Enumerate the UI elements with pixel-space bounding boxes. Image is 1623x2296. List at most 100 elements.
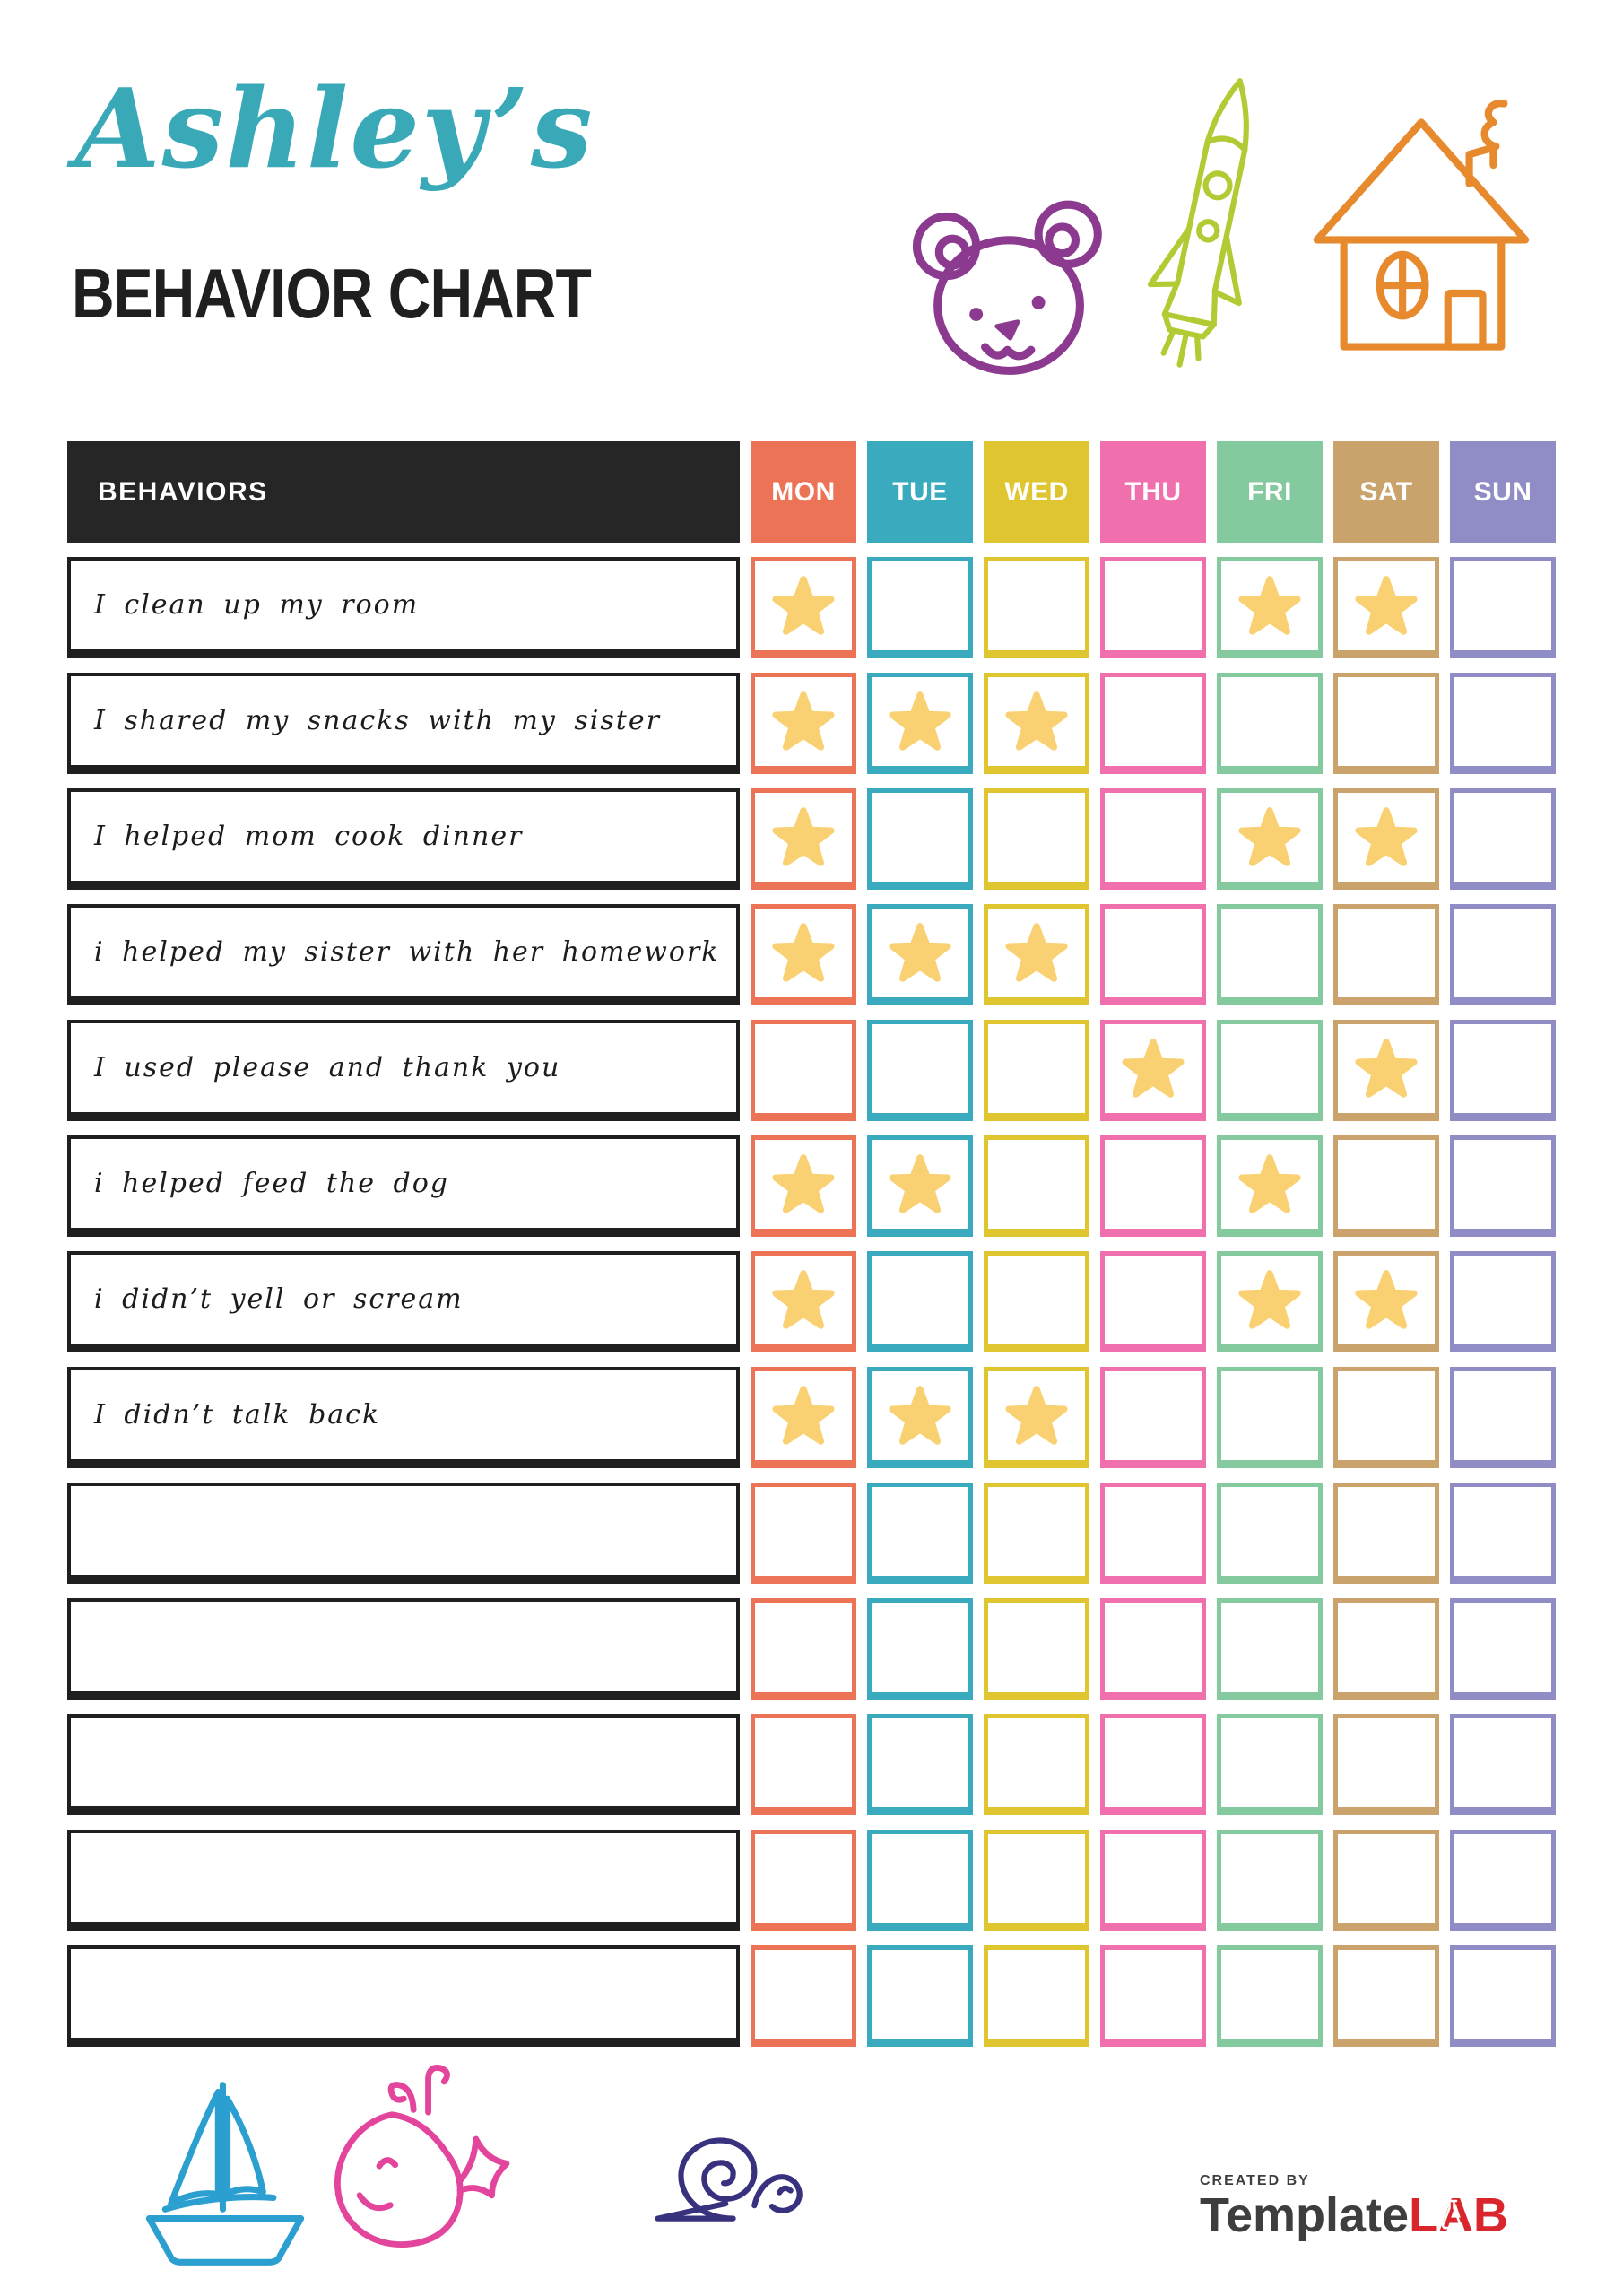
behavior-text: i didn’t yell or scream xyxy=(94,1283,464,1315)
behavior-label: I didn’t talk back xyxy=(67,1367,740,1468)
day-cell-fri xyxy=(1217,1830,1323,1931)
star-icon xyxy=(772,1153,835,1213)
logo-brand-second: LAB xyxy=(1409,2188,1509,2242)
day-cell-mon xyxy=(751,1945,856,2047)
day-cell-thu xyxy=(1100,1367,1206,1468)
day-cell-tue xyxy=(867,1830,973,1931)
day-cell-tue xyxy=(867,1251,973,1352)
day-cell-wed xyxy=(984,904,1089,1005)
day-cell-sat xyxy=(1333,788,1439,890)
day-cell-thu xyxy=(1100,1830,1206,1931)
behavior-label: i helped my sister with her homework xyxy=(67,904,740,1005)
rocket-doodle-icon xyxy=(1107,60,1312,396)
day-cell-sun xyxy=(1450,1483,1556,1584)
behavior-label xyxy=(67,1598,740,1700)
day-cell-sat xyxy=(1333,1020,1439,1121)
day-header-thu: THU xyxy=(1100,441,1206,543)
behavior-text: I didn’t talk back xyxy=(94,1399,381,1431)
day-cell-wed xyxy=(984,673,1089,774)
day-cell-mon xyxy=(751,1020,856,1121)
day-cell-mon xyxy=(751,557,856,658)
star-icon xyxy=(1355,806,1418,866)
star-icon xyxy=(772,1385,835,1445)
day-cell-wed xyxy=(984,1945,1089,2047)
star-icon xyxy=(772,806,835,866)
day-cell-thu xyxy=(1100,1135,1206,1237)
day-cell-tue xyxy=(867,1714,973,1815)
day-header-sun: SUN xyxy=(1450,441,1556,543)
day-cell-sat xyxy=(1333,904,1439,1005)
day-cell-fri xyxy=(1217,1135,1323,1237)
templatelab-logo: CREATED BY TemplateLAB xyxy=(1200,2174,1509,2242)
day-cell-fri xyxy=(1217,1251,1323,1352)
behavior-label: I helped mom cook dinner xyxy=(67,788,740,890)
star-icon xyxy=(1005,922,1068,982)
day-header-tue: TUE xyxy=(867,441,973,543)
star-icon xyxy=(772,922,835,982)
day-cell-tue xyxy=(867,673,973,774)
day-cell-fri xyxy=(1217,1367,1323,1468)
day-cell-thu xyxy=(1100,1945,1206,2047)
day-cell-mon xyxy=(751,1367,856,1468)
day-cell-fri xyxy=(1217,1483,1323,1584)
day-cell-thu xyxy=(1100,1020,1206,1121)
star-icon xyxy=(889,691,951,751)
day-header-mon: MON xyxy=(751,441,856,543)
day-cell-mon xyxy=(751,904,856,1005)
behavior-label: i didn’t yell or scream xyxy=(67,1251,740,1352)
logo-brand-first: Template xyxy=(1200,2188,1410,2242)
day-cell-fri xyxy=(1217,904,1323,1005)
day-cell-wed xyxy=(984,1714,1089,1815)
star-icon xyxy=(1238,1269,1301,1329)
day-cell-sat xyxy=(1333,1945,1439,2047)
day-cell-sun xyxy=(1450,1598,1556,1700)
day-cell-thu xyxy=(1100,557,1206,658)
day-header-fri: FRI xyxy=(1217,441,1323,543)
behavior-label xyxy=(67,1830,740,1931)
day-cell-mon xyxy=(751,673,856,774)
day-cell-fri xyxy=(1217,788,1323,890)
day-cell-sun xyxy=(1450,1830,1556,1931)
day-cell-mon xyxy=(751,1251,856,1352)
day-cell-sun xyxy=(1450,1945,1556,2047)
day-cell-sun xyxy=(1450,788,1556,890)
day-cell-wed xyxy=(984,1367,1089,1468)
day-cell-mon xyxy=(751,1714,856,1815)
day-cell-mon xyxy=(751,1830,856,1931)
day-cell-sun xyxy=(1450,1251,1556,1352)
day-cell-sun xyxy=(1450,1020,1556,1121)
star-icon xyxy=(1355,575,1418,635)
day-cell-tue xyxy=(867,1020,973,1121)
day-cell-sat xyxy=(1333,1251,1439,1352)
day-cell-fri xyxy=(1217,1945,1323,2047)
day-cell-mon xyxy=(751,1135,856,1237)
day-cell-sat xyxy=(1333,557,1439,658)
day-cell-mon xyxy=(751,788,856,890)
star-icon xyxy=(772,691,835,751)
star-icon xyxy=(1238,806,1301,866)
day-cell-thu xyxy=(1100,1714,1206,1815)
behavior-label: i helped feed the dog xyxy=(67,1135,740,1237)
behavior-label xyxy=(67,1945,740,2047)
behavior-label xyxy=(67,1714,740,1815)
day-cell-fri xyxy=(1217,557,1323,658)
day-cell-tue xyxy=(867,788,973,890)
day-cell-tue xyxy=(867,1598,973,1700)
behavior-text: I helped mom cook dinner xyxy=(94,821,524,852)
page-title-script: Ashley’s xyxy=(75,64,595,193)
star-icon xyxy=(889,1385,951,1445)
behavior-text: I clean up my room xyxy=(94,589,420,621)
day-cell-fri xyxy=(1217,1598,1323,1700)
day-header-wed: WED xyxy=(984,441,1089,543)
star-icon xyxy=(772,1269,835,1329)
day-cell-tue xyxy=(867,904,973,1005)
day-cell-tue xyxy=(867,1135,973,1237)
star-icon xyxy=(772,575,835,635)
day-cell-thu xyxy=(1100,1483,1206,1584)
behavior-label: I clean up my room xyxy=(67,557,740,658)
whale-doodle-icon xyxy=(316,2056,524,2269)
house-doodle-icon xyxy=(1298,100,1539,361)
star-icon xyxy=(1122,1038,1185,1098)
day-cell-wed xyxy=(984,1020,1089,1121)
